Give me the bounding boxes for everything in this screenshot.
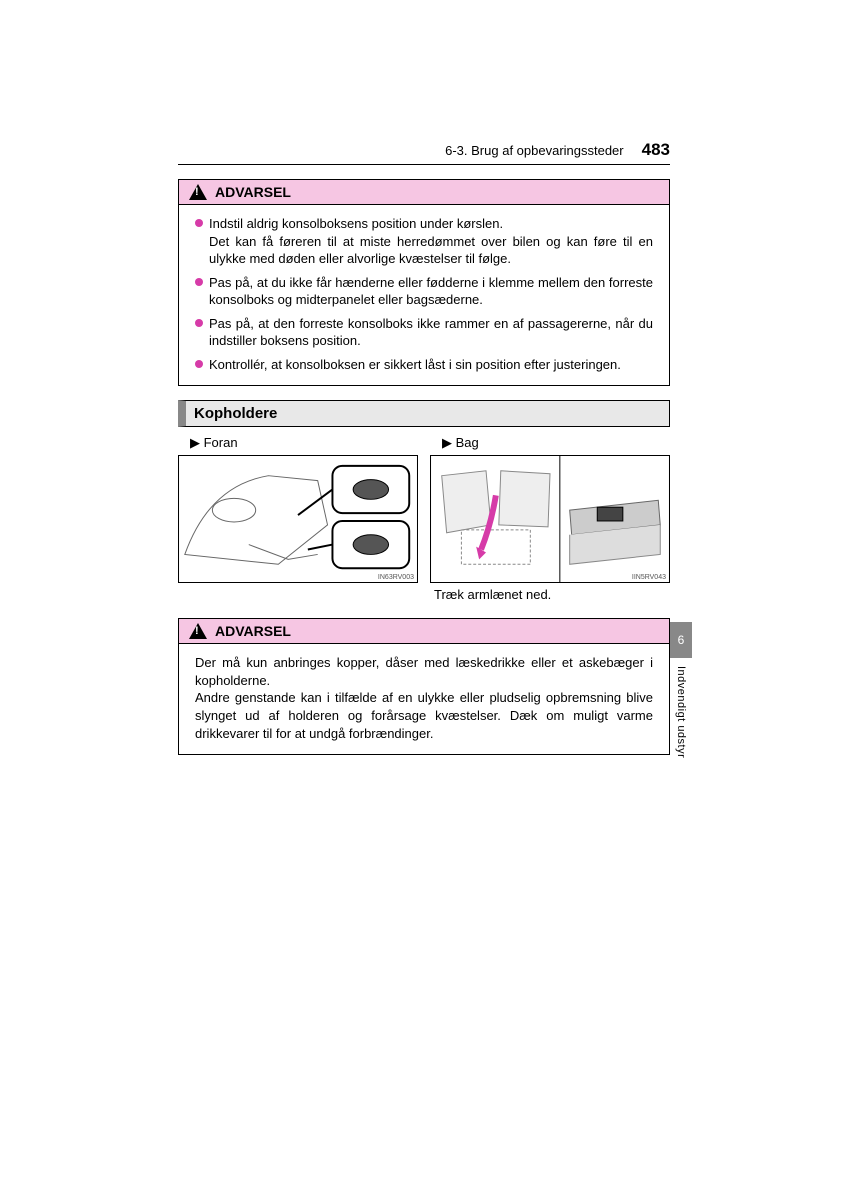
bullet-text: Indstil aldrig konsolboksens position un… bbox=[209, 215, 653, 268]
warning-box-2: ADVARSEL Der må kun anbringes kopper, då… bbox=[178, 618, 670, 755]
page-content: 6-3. Brug af opbevaringssteder 483 ADVAR… bbox=[178, 140, 670, 769]
column-rear: ▶ Bag IIN5RV043 Træk armlænet ned. bbox=[430, 435, 670, 612]
warning-box-1: ADVARSEL Indstil aldrig konsolboksens po… bbox=[178, 179, 670, 386]
warning-header: ADVARSEL bbox=[179, 619, 669, 644]
bullet-icon bbox=[195, 360, 203, 368]
bullet-icon bbox=[195, 278, 203, 286]
bullet-item: Indstil aldrig konsolboksens position un… bbox=[195, 215, 653, 268]
column-front: ▶ Foran IN63RV003 bbox=[178, 435, 418, 612]
bullet-icon bbox=[195, 219, 203, 227]
illustration-front: IN63RV003 bbox=[178, 455, 418, 583]
section-heading: Kopholdere bbox=[178, 400, 670, 427]
page-header: 6-3. Brug af opbevaringssteder 483 bbox=[178, 140, 670, 165]
warning-body: Der må kun anbringes kopper, dåser med l… bbox=[179, 644, 669, 754]
bullet-item: Pas på, at du ikke får hænderne eller fø… bbox=[195, 274, 653, 309]
column-label-rear: ▶ Bag bbox=[442, 435, 670, 451]
page-number: 483 bbox=[642, 140, 670, 160]
warning-header: ADVARSEL bbox=[179, 180, 669, 205]
image-id: IIN5RV043 bbox=[632, 574, 666, 581]
column-label-front: ▶ Foran bbox=[190, 435, 418, 451]
bullet-text: Pas på, at du ikke får hænderne eller fø… bbox=[209, 274, 653, 309]
warning-triangle-icon bbox=[189, 623, 207, 639]
cupholder-front-diagram bbox=[179, 456, 417, 582]
bullet-text: Pas på, at den forreste konsolboks ikke … bbox=[209, 315, 653, 350]
side-tab: 6 Indvendigt udstyr bbox=[670, 622, 692, 758]
illustration-row: ▶ Foran IN63RV003 ▶ Bag bbox=[178, 435, 670, 612]
cupholder-rear-diagram bbox=[431, 456, 669, 582]
illustration-caption: Træk armlænet ned. bbox=[434, 587, 670, 602]
bullet-text: Kontrollér, at konsolboksen er sikkert l… bbox=[209, 356, 653, 374]
warning-title: ADVARSEL bbox=[215, 184, 291, 200]
bullet-item: Kontrollér, at konsolboksen er sikkert l… bbox=[195, 356, 653, 374]
bullet-item: Pas på, at den forreste konsolboks ikke … bbox=[195, 315, 653, 350]
section-label: 6-3. Brug af opbevaringssteder bbox=[445, 143, 624, 158]
warning-body: Indstil aldrig konsolboksens position un… bbox=[179, 205, 669, 385]
warning-triangle-icon bbox=[189, 184, 207, 200]
bullet-icon bbox=[195, 319, 203, 327]
chapter-tab: 6 bbox=[670, 622, 692, 658]
chapter-label: Indvendigt udstyr bbox=[675, 666, 687, 758]
image-id: IN63RV003 bbox=[378, 574, 414, 581]
illustration-rear: IIN5RV043 bbox=[430, 455, 670, 583]
warning-title: ADVARSEL bbox=[215, 623, 291, 639]
